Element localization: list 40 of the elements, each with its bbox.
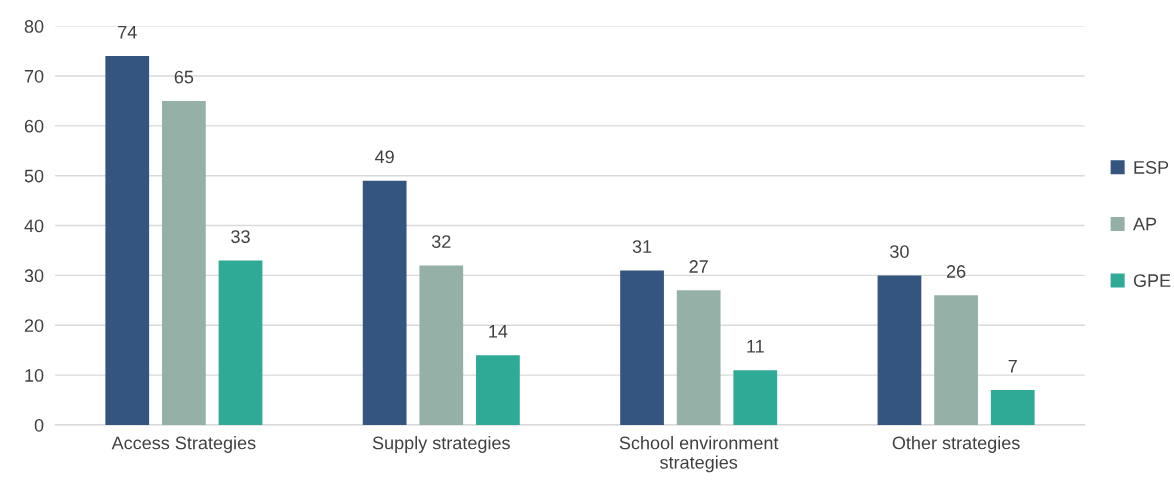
bar <box>990 390 1035 425</box>
bar <box>877 275 922 425</box>
y-tick-label: 80 <box>24 20 44 33</box>
data-label: 74 <box>118 25 137 39</box>
data-label: 31 <box>632 240 652 253</box>
x-tick-label: Access Strategies <box>111 436 256 453</box>
data-label: 7 <box>1008 360 1017 373</box>
legend-label: GPE <box>1133 274 1171 287</box>
y-tick-label: 20 <box>24 319 44 332</box>
y-tick-label: 50 <box>24 169 44 183</box>
y-tick-label: 0 <box>34 418 44 432</box>
data-label: 14 <box>489 325 508 338</box>
y-tick-label: 70 <box>24 69 44 83</box>
bar <box>105 56 150 425</box>
data-label: 11 <box>747 340 764 353</box>
data-label: 27 <box>689 260 708 273</box>
y-tick-label: 40 <box>24 219 44 233</box>
legend-label: ESP <box>1134 161 1169 174</box>
data-label: 32 <box>431 235 451 248</box>
y-tick-label: 10 <box>25 369 44 382</box>
x-tick-label: Other strategies <box>892 436 1020 453</box>
bar <box>733 370 778 425</box>
y-tick-label: 60 <box>24 119 44 133</box>
data-label: 65 <box>174 70 194 84</box>
x-tick-label: School environment strategies <box>619 436 779 473</box>
bar <box>162 100 206 425</box>
bar <box>676 290 721 425</box>
bar <box>476 355 520 425</box>
data-label: 33 <box>231 230 250 243</box>
bar <box>419 265 464 425</box>
bar <box>934 295 978 425</box>
bar <box>362 180 407 425</box>
legend-label: AP <box>1133 217 1157 231</box>
data-label: 30 <box>890 245 909 258</box>
x-tick-label: Supply strategies <box>372 436 510 453</box>
bar <box>218 260 263 425</box>
bar <box>620 270 664 425</box>
data-label: 49 <box>375 150 394 164</box>
data-label: 26 <box>946 265 966 278</box>
y-tick-label: 30 <box>24 269 44 283</box>
